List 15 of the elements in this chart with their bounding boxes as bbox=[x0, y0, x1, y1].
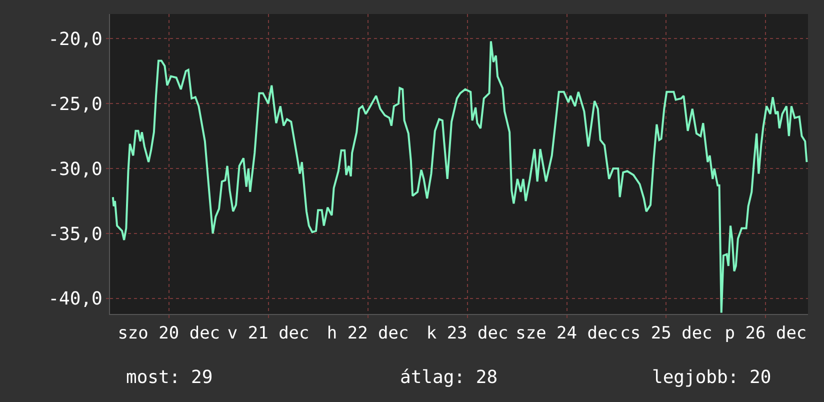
x-tick-label: h 22 dec bbox=[326, 323, 409, 344]
y-tick-label: -30,0 bbox=[48, 158, 102, 180]
x-tick-label: cs 25 dec bbox=[620, 323, 712, 344]
text: átlag: 28 bbox=[400, 367, 498, 388]
text: legjobb: 20 bbox=[652, 367, 772, 388]
y-tick-label: -40,0 bbox=[48, 288, 102, 310]
x-tick-label: v 21 dec bbox=[227, 323, 310, 344]
x-tick-label: p 26 dec bbox=[724, 323, 807, 344]
x-tick-label: k 23 dec bbox=[426, 323, 508, 344]
y-tick-label: -20,0 bbox=[48, 28, 102, 50]
text: most: 29 bbox=[126, 367, 213, 388]
y-tick-label: -35,0 bbox=[48, 224, 102, 245]
x-tick-label: szo 20 dec bbox=[118, 323, 220, 344]
y-tick-label: -25,0 bbox=[48, 94, 102, 115]
x-tick-label: sze 24 dec bbox=[516, 323, 618, 344]
